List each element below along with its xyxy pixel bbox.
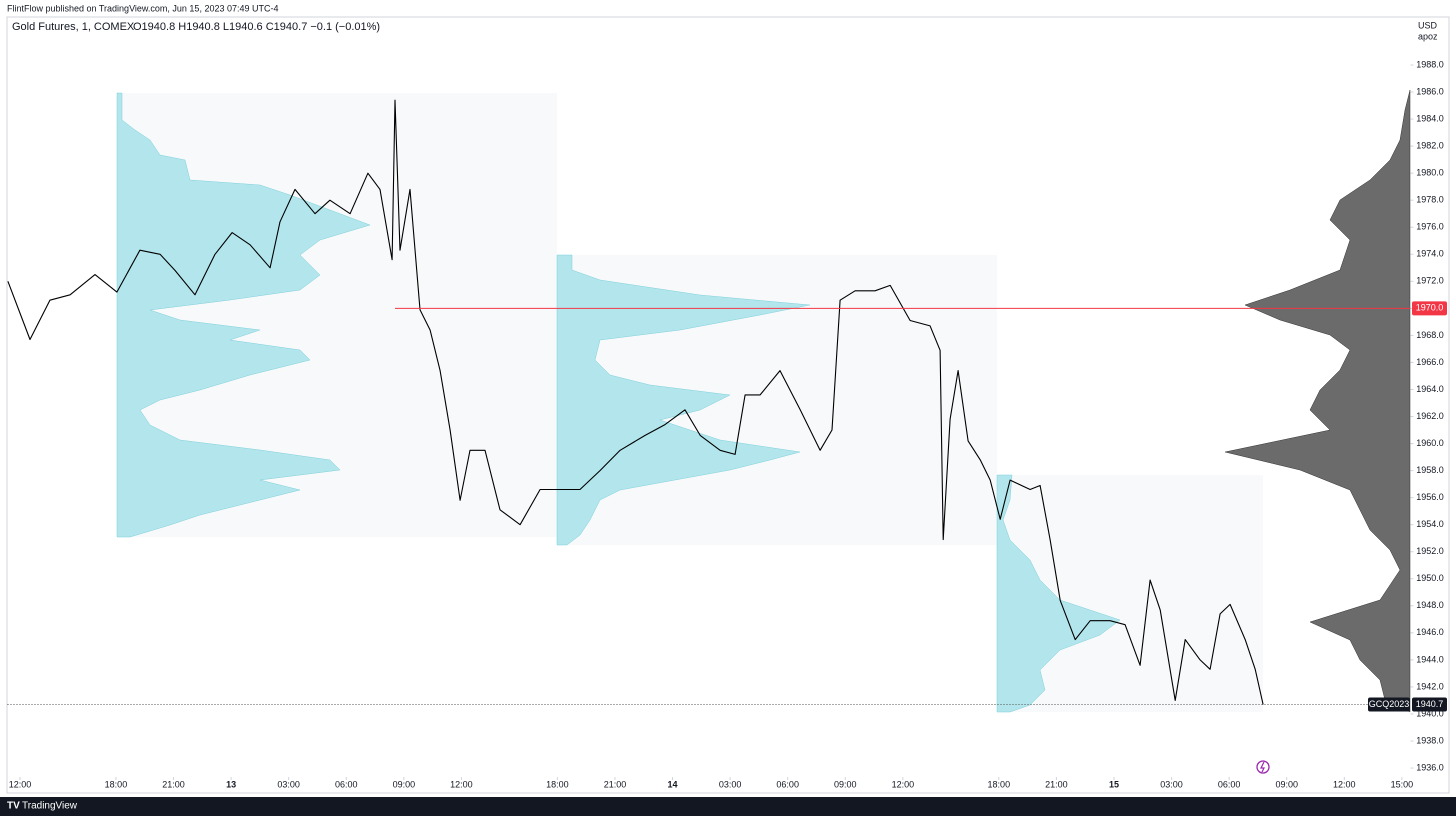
- y-tick-label: 1976.0: [1416, 222, 1444, 232]
- x-tick-label: 12:00: [1333, 779, 1356, 789]
- price-level-box: [1412, 301, 1447, 316]
- y-tick-label: 1982.0: [1416, 140, 1444, 150]
- session-profile: [1224, 89, 1411, 713]
- y-tick-label: 1948.0: [1416, 600, 1444, 610]
- x-tick-label: 09:00: [393, 779, 416, 789]
- y-tick-label: 1978.0: [1416, 195, 1444, 205]
- x-tick-label: 15: [1109, 779, 1119, 789]
- y-tick-label: 1972.0: [1416, 276, 1444, 286]
- x-tick-label: 18:00: [105, 779, 128, 789]
- currency: USD: [1418, 20, 1438, 30]
- x-tick-label: 18:00: [546, 779, 569, 789]
- footer-text: TradingView: [22, 801, 78, 812]
- y-tick-label: 1974.0: [1416, 249, 1444, 259]
- symbol-label: GCQ2023: [1369, 699, 1410, 709]
- x-tick-label: 09:00: [834, 779, 857, 789]
- price-line: [7, 99, 1264, 705]
- x-tick-label: 03:00: [719, 779, 742, 789]
- x-tick-label: 21:00: [1045, 779, 1068, 789]
- x-tick-label: 06:00: [776, 779, 799, 789]
- x-tick-label: 03:00: [277, 779, 300, 789]
- footer-logo: TV: [7, 801, 20, 812]
- profile: [556, 254, 811, 546]
- y-tick-label: 1986.0: [1416, 86, 1444, 96]
- x-tick-label: 21:00: [604, 779, 627, 789]
- y-tick-label: 1950.0: [1416, 573, 1444, 583]
- symbol-title: Gold Futures, 1, COMEX: [12, 21, 135, 33]
- unit: apoz: [1418, 31, 1438, 41]
- y-tick-label: 1968.0: [1416, 330, 1444, 340]
- alert-icon-bolt: [1260, 761, 1265, 773]
- y-tick-label: 1942.0: [1416, 681, 1444, 691]
- alert-icon[interactable]: [1256, 760, 1270, 774]
- y-tick-label: 1952.0: [1416, 546, 1444, 556]
- profile: [996, 474, 1121, 713]
- x-tick-label: 14: [668, 779, 678, 789]
- y-tick-label: 1962.0: [1416, 411, 1444, 421]
- y-tick-label: 1958.0: [1416, 465, 1444, 475]
- y-tick-label: 1954.0: [1416, 519, 1444, 529]
- y-tick-label: 1964.0: [1416, 384, 1444, 394]
- y-tick-label: 1960.0: [1416, 438, 1444, 448]
- ohlc: O1940.8 H1940.8 L1940.6 C1940.7 −0.1 (−0…: [133, 21, 380, 33]
- x-tick-label: 03:00: [1160, 779, 1183, 789]
- y-tick-label: 1980.0: [1416, 168, 1444, 178]
- y-tick-label: 1938.0: [1416, 735, 1444, 745]
- header: FlintFlow published on TradingView.com, …: [7, 3, 279, 13]
- y-tick-label: 1966.0: [1416, 357, 1444, 367]
- price-level-label: 1970.0: [1416, 303, 1444, 313]
- symbol-box: [1368, 697, 1410, 712]
- y-tick-label: 1984.0: [1416, 113, 1444, 123]
- x-tick-label: 18:00: [988, 779, 1011, 789]
- x-tick-label: 09:00: [1275, 779, 1298, 789]
- y-tick-label: 1944.0: [1416, 654, 1444, 664]
- y-tick-label: 1946.0: [1416, 627, 1444, 637]
- y-tick-label: 1988.0: [1416, 59, 1444, 69]
- x-tick-label: 06:00: [1218, 779, 1241, 789]
- x-tick-label: 06:00: [335, 779, 358, 789]
- last-price-label: 1940.7: [1416, 699, 1444, 709]
- x-tick-label: 12:00: [9, 779, 32, 789]
- x-tick-label: 13: [226, 779, 236, 789]
- x-tick-label: 12:00: [450, 779, 473, 789]
- footer-bar: [0, 797, 1456, 816]
- y-tick-label: 1956.0: [1416, 492, 1444, 502]
- x-tick-label: 12:00: [892, 779, 915, 789]
- y-tick-label: 1940.0: [1416, 708, 1444, 718]
- x-tick-label: 15:00: [1391, 779, 1414, 789]
- y-tick-label: 1936.0: [1416, 762, 1444, 772]
- last-price-box: [1412, 697, 1447, 712]
- x-tick-label: 21:00: [162, 779, 185, 789]
